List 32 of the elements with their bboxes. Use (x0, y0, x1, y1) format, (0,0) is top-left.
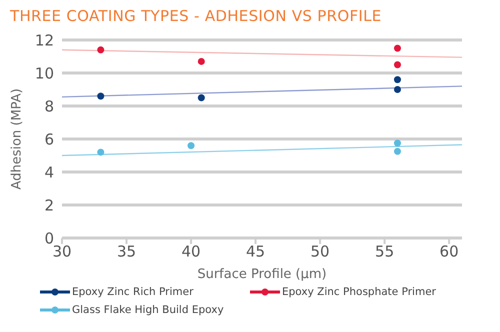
point (394, 148, 401, 155)
legend-label: Glass Flake High Build Epoxy (72, 304, 224, 316)
y-tick-label: 0 (44, 229, 54, 248)
legend-label: Epoxy Zinc Phosphate Primer (282, 286, 436, 298)
y-tick-label: 4 (44, 163, 54, 182)
point (198, 58, 205, 65)
y-tick-label: 10 (34, 64, 54, 82)
point (394, 86, 401, 93)
point (97, 148, 104, 156)
point (97, 46, 104, 54)
x-tick-label: 60 (440, 242, 459, 261)
x-tick-label: 50 (310, 242, 330, 261)
point (188, 142, 195, 150)
point (394, 61, 401, 68)
x-tick-label: 45 (246, 242, 266, 261)
point (97, 92, 104, 100)
x-tick-label: 55 (375, 242, 394, 261)
point (394, 44, 401, 52)
legend-label: Epoxy Zinc Rich Primer (72, 286, 194, 298)
x-axis-title: Surface Profile (µm) (197, 267, 327, 282)
y-tick-label: 12 (34, 31, 54, 50)
y-axis-title: Adhesion (MPA) (10, 88, 25, 190)
chart-title: THREE COATING TYPES - ADHESION VS PROFILE (10, 7, 382, 25)
x-tick-label: 40 (181, 242, 201, 261)
y-tick-label: 8 (44, 97, 54, 116)
y-tick-label: 2 (44, 196, 54, 214)
point (394, 140, 401, 147)
x-tick-label: 35 (116, 242, 136, 261)
x-tick-label: 30 (52, 242, 72, 261)
point (394, 76, 401, 84)
point (198, 94, 205, 102)
y-tick-label: 6 (44, 130, 54, 148)
